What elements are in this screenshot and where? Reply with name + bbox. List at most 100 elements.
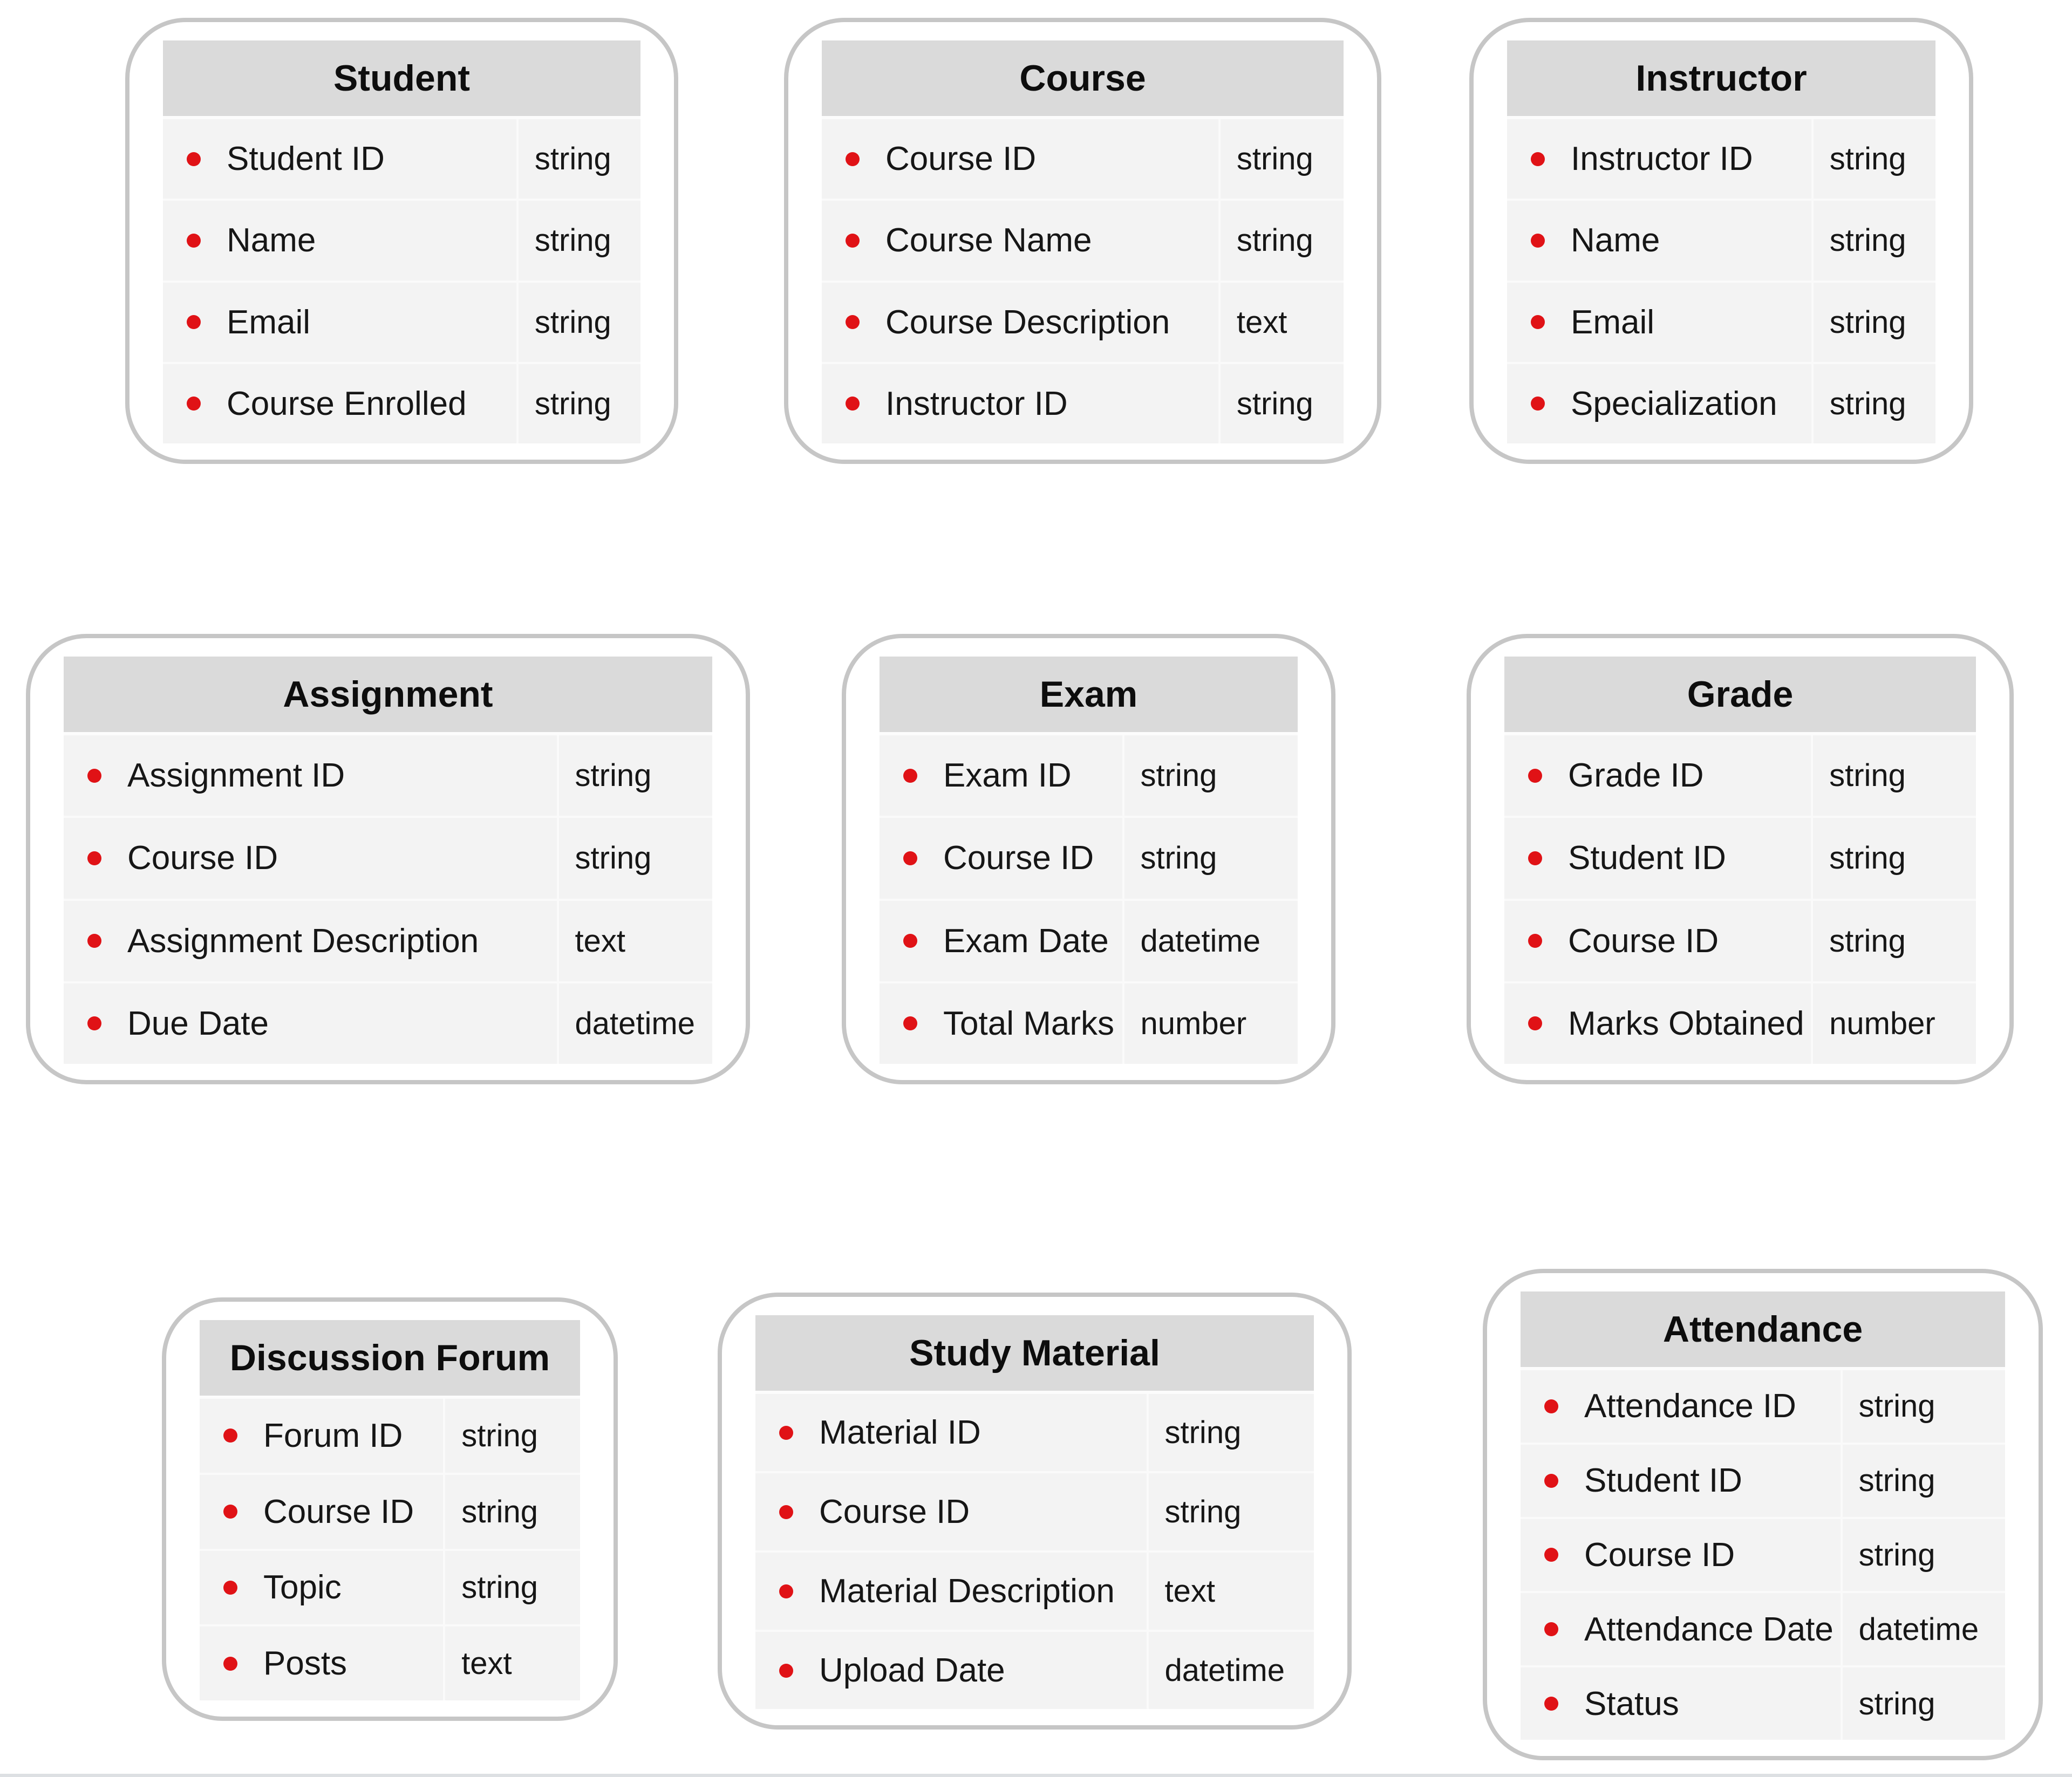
field-name-cell: Course ID: [755, 1473, 1147, 1550]
field-row: Email string: [1507, 280, 1935, 362]
field-row: Course ID string: [1504, 898, 1976, 981]
field-name: Attendance ID: [1584, 1388, 1796, 1425]
field-table: Material ID string Course ID string Mate…: [755, 1391, 1314, 1709]
field-type-cell: text: [443, 1626, 580, 1700]
field-row: Material ID string: [755, 1394, 1314, 1471]
entity-header: Instructor: [1507, 40, 1935, 116]
field-type: string: [1829, 386, 1906, 421]
bullet-icon: [903, 851, 917, 865]
field-type: string: [575, 840, 652, 876]
field-type-cell: string: [1122, 735, 1298, 816]
field-name-cell: Exam ID: [880, 735, 1122, 816]
field-type: text: [575, 923, 626, 959]
field-type-cell: string: [1811, 119, 1935, 199]
field-type-cell: string: [1218, 364, 1344, 443]
field-type-cell: string: [1811, 282, 1935, 362]
field-row: Course Description text: [822, 280, 1344, 362]
field-row: Attendance ID string: [1521, 1370, 2005, 1443]
bullet-icon: [779, 1584, 793, 1598]
field-name: Course ID: [127, 839, 278, 877]
entity-card-study-material: Study Material Material ID string Course…: [718, 1293, 1352, 1730]
field-name: Due Date: [127, 1004, 269, 1042]
field-row: Attendance Date datetime: [1521, 1591, 2005, 1666]
field-name: Posts: [263, 1645, 347, 1683]
field-type: string: [461, 1570, 539, 1605]
field-row: Posts text: [200, 1624, 580, 1700]
field-table: Instructor ID string Name string Email s…: [1507, 116, 1935, 443]
bullet-icon: [903, 934, 917, 948]
field-name-cell: Student ID: [163, 119, 516, 199]
bullet-icon: [1544, 1473, 1558, 1488]
field-name: Material Description: [819, 1573, 1115, 1610]
field-name: Attendance Date: [1584, 1610, 1834, 1648]
field-type: string: [534, 141, 611, 177]
field-row: Specialization string: [1507, 361, 1935, 443]
field-type-cell: datetime: [556, 983, 712, 1064]
bullet-icon: [1528, 768, 1542, 783]
field-name: Course Description: [885, 303, 1170, 341]
bullet-icon: [223, 1505, 237, 1519]
field-type-cell: string: [1122, 818, 1298, 899]
entity-header: Assignment: [64, 657, 712, 732]
entity-title: Grade: [1687, 674, 1794, 715]
field-row: Exam Date datetime: [880, 898, 1298, 981]
field-type-cell: string: [1811, 900, 1976, 981]
field-name: Instructor ID: [885, 385, 1068, 422]
entity-card-exam: Exam Exam ID string Course ID string Exa…: [842, 634, 1335, 1084]
field-type: text: [1164, 1574, 1216, 1609]
field-type-cell: text: [556, 900, 712, 981]
field-type: string: [1858, 1686, 1935, 1721]
entity-header: Course: [822, 40, 1344, 116]
field-type: string: [1236, 141, 1313, 177]
field-type-cell: string: [1146, 1394, 1314, 1471]
entity-header: Exam: [880, 657, 1298, 732]
bullet-icon: [846, 397, 860, 411]
field-name-cell: Course Enrolled: [163, 364, 516, 443]
bullet-icon: [187, 315, 201, 330]
bullet-icon: [1531, 397, 1545, 411]
entity-title: Discussion Forum: [229, 1337, 550, 1378]
field-type: string: [1164, 1494, 1242, 1529]
bullet-icon: [187, 397, 201, 411]
bullet-icon: [903, 1016, 917, 1031]
entity-card-attendance: Attendance Attendance ID string Student …: [1483, 1269, 2043, 1760]
field-name-cell: Attendance ID: [1521, 1370, 1841, 1443]
field-name-cell: Forum ID: [200, 1399, 443, 1473]
entity-header: Attendance: [1521, 1291, 2005, 1367]
field-row: Topic string: [200, 1548, 580, 1625]
field-type: string: [1140, 758, 1217, 794]
field-name-cell: Exam Date: [880, 901, 1122, 981]
field-name: Assignment ID: [127, 757, 345, 795]
field-type: string: [1858, 1463, 1935, 1499]
bullet-icon: [779, 1425, 793, 1440]
field-type: string: [1858, 1537, 1935, 1573]
field-name: Exam Date: [943, 922, 1109, 960]
bullet-icon: [223, 1656, 237, 1671]
field-name: Name: [227, 222, 316, 259]
field-row: Instructor ID string: [822, 361, 1344, 443]
field-table: Student ID string Name string Email stri…: [163, 116, 640, 443]
bullet-icon: [87, 768, 101, 783]
field-type: string: [1829, 840, 1906, 876]
entity-header: Discussion Forum: [200, 1320, 580, 1396]
field-table: Course ID string Course Name string Cour…: [822, 116, 1344, 443]
field-type-cell: string: [1811, 735, 1976, 816]
field-type: string: [534, 304, 611, 340]
field-name-cell: Marks Obtained: [1504, 983, 1811, 1064]
field-type: string: [575, 758, 652, 794]
field-type-cell: text: [1218, 282, 1344, 362]
field-type: datetime: [1858, 1611, 1979, 1647]
entity-header: Student: [163, 40, 640, 116]
field-name-cell: Course ID: [1504, 901, 1811, 981]
field-type: string: [534, 386, 611, 421]
field-type: text: [1236, 304, 1287, 340]
field-name: Upload Date: [819, 1652, 1005, 1689]
field-row: Upload Date datetime: [755, 1630, 1314, 1709]
entity-card-instructor: Instructor Instructor ID string Name str…: [1469, 18, 1973, 464]
field-name: Student ID: [227, 140, 385, 178]
field-type-cell: text: [1146, 1553, 1314, 1630]
field-type: text: [461, 1646, 512, 1682]
field-name: Course ID: [1584, 1536, 1735, 1574]
field-name: Course ID: [943, 839, 1094, 877]
